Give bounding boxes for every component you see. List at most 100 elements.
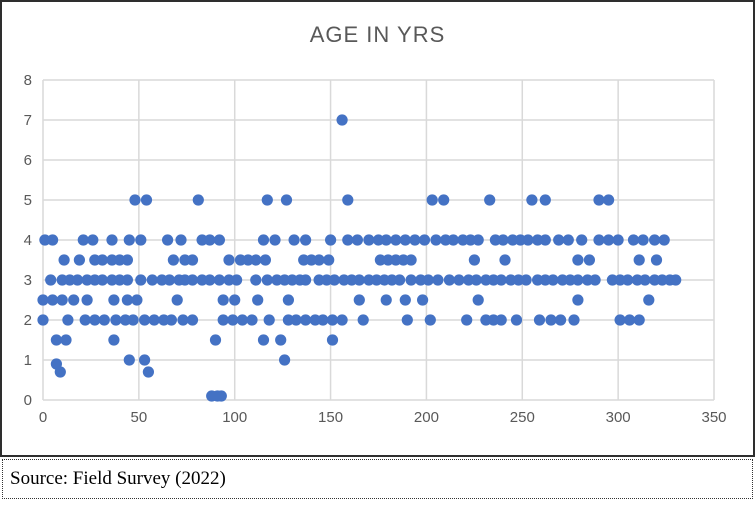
data-point bbox=[309, 314, 321, 326]
data-point bbox=[127, 314, 139, 326]
data-point bbox=[499, 254, 511, 266]
data-point bbox=[246, 314, 258, 326]
data-point bbox=[545, 314, 557, 326]
data-point bbox=[401, 314, 413, 326]
data-point bbox=[572, 254, 584, 266]
data-point bbox=[213, 274, 225, 286]
x-axis-tick-label: 150 bbox=[318, 409, 344, 426]
data-point bbox=[386, 274, 398, 286]
data-point bbox=[539, 274, 551, 286]
data-point bbox=[357, 314, 369, 326]
data-point bbox=[129, 194, 141, 206]
data-point bbox=[422, 274, 434, 286]
data-point bbox=[300, 314, 312, 326]
data-point bbox=[572, 274, 584, 286]
data-point bbox=[520, 274, 532, 286]
data-point bbox=[47, 234, 59, 246]
data-point bbox=[353, 294, 365, 306]
data-point bbox=[231, 274, 243, 286]
data-point bbox=[259, 254, 271, 266]
data-point bbox=[263, 314, 275, 326]
x-axis-tick-label: 50 bbox=[130, 409, 148, 426]
data-point bbox=[288, 234, 300, 246]
data-point bbox=[114, 254, 126, 266]
data-point bbox=[79, 314, 91, 326]
data-point bbox=[390, 234, 402, 246]
y-axis-tick-label: 1 bbox=[23, 352, 32, 369]
data-point bbox=[426, 194, 438, 206]
data-point bbox=[371, 274, 383, 286]
data-point bbox=[261, 274, 273, 286]
data-point bbox=[484, 194, 496, 206]
data-point bbox=[461, 314, 473, 326]
data-point bbox=[363, 274, 375, 286]
data-point bbox=[656, 274, 668, 286]
data-point bbox=[250, 254, 262, 266]
data-point bbox=[146, 274, 158, 286]
data-point bbox=[106, 254, 118, 266]
data-point bbox=[323, 254, 335, 266]
data-point bbox=[472, 294, 484, 306]
data-point bbox=[39, 234, 51, 246]
y-axis-tick-label: 8 bbox=[23, 72, 32, 89]
data-point bbox=[135, 234, 147, 246]
data-point bbox=[612, 234, 624, 246]
data-point bbox=[282, 294, 294, 306]
data-point bbox=[250, 274, 262, 286]
data-point bbox=[468, 254, 480, 266]
data-point bbox=[430, 234, 442, 246]
data-point bbox=[50, 334, 63, 346]
data-point bbox=[227, 314, 239, 326]
data-point bbox=[622, 274, 634, 286]
x-axis-tick-label: 300 bbox=[605, 409, 631, 426]
data-point bbox=[81, 294, 93, 306]
source-note-text: Source: Field Survey (2022) bbox=[10, 468, 226, 489]
data-point bbox=[192, 194, 204, 206]
data-point bbox=[583, 254, 596, 266]
data-point bbox=[556, 274, 569, 286]
data-point bbox=[317, 314, 329, 326]
data-point bbox=[286, 274, 298, 286]
data-point bbox=[215, 390, 227, 402]
data-point bbox=[443, 274, 455, 286]
data-point bbox=[547, 274, 559, 286]
data-point bbox=[269, 234, 281, 246]
data-point bbox=[382, 254, 394, 266]
data-point bbox=[438, 194, 450, 206]
data-point bbox=[353, 274, 365, 286]
data-point bbox=[397, 254, 409, 266]
data-point bbox=[372, 234, 385, 246]
data-point bbox=[300, 234, 312, 246]
data-point bbox=[380, 234, 392, 246]
data-point bbox=[399, 234, 411, 246]
data-point bbox=[196, 274, 208, 286]
x-axis-tick-label: 0 bbox=[38, 409, 48, 426]
data-point bbox=[453, 274, 465, 286]
data-point bbox=[495, 274, 507, 286]
data-point bbox=[110, 314, 122, 326]
data-point bbox=[47, 294, 59, 306]
data-point bbox=[45, 274, 57, 286]
data-point bbox=[553, 234, 565, 246]
data-point bbox=[167, 254, 179, 266]
data-point bbox=[135, 274, 147, 286]
data-point bbox=[209, 334, 222, 346]
data-point bbox=[140, 194, 153, 206]
data-point bbox=[163, 274, 176, 286]
data-point bbox=[539, 194, 551, 206]
data-point bbox=[555, 314, 567, 326]
y-axis-tick-label: 0 bbox=[23, 392, 32, 409]
data-point bbox=[576, 234, 588, 246]
data-point bbox=[139, 354, 151, 366]
data-point bbox=[114, 274, 126, 286]
data-point bbox=[171, 294, 183, 306]
data-point bbox=[123, 234, 135, 246]
data-point bbox=[649, 234, 661, 246]
data-point bbox=[54, 366, 66, 378]
data-point bbox=[472, 234, 484, 246]
y-axis-tick-label: 5 bbox=[23, 192, 32, 209]
data-point bbox=[121, 254, 133, 266]
data-point bbox=[261, 194, 273, 206]
data-point bbox=[64, 274, 76, 286]
data-point bbox=[298, 254, 310, 266]
